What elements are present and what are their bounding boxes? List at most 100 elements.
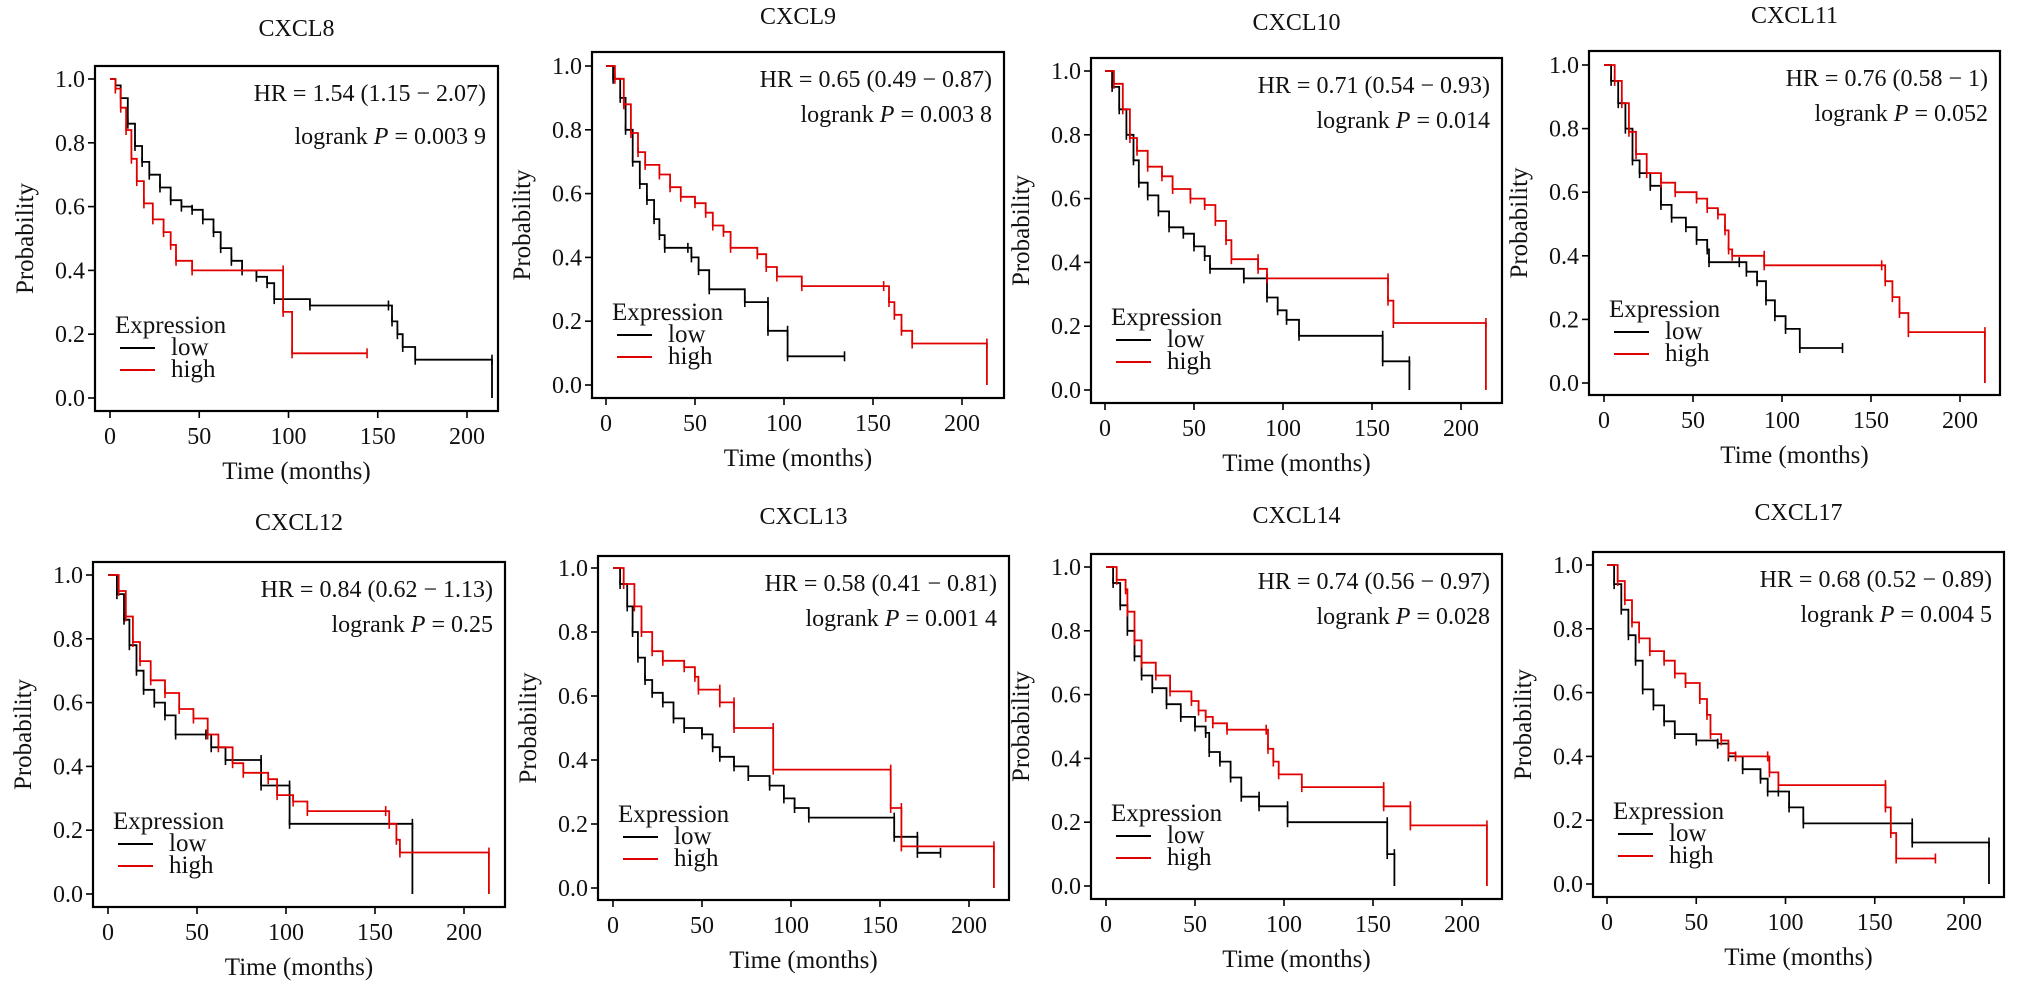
y-tick-label: 0.4 <box>1553 744 1583 770</box>
x-axis-label: Time (months) <box>1222 946 1370 973</box>
legend-label-low: low <box>1669 820 1707 847</box>
panel-title: CXCL12 <box>255 510 343 536</box>
km-panel-cxcl10: CXCL10 0.0 0.2 0.4 0.6 0.8 1.0 0 50 100 150 200 Time… <box>1008 10 1504 477</box>
y-tick-label: 0.2 <box>1553 808 1583 834</box>
plot-frame <box>91 560 507 909</box>
x-tick-label: 150 <box>1857 910 1893 936</box>
y-axis-label: Probability <box>10 678 37 790</box>
km-curve-high <box>110 78 367 355</box>
x-tick-label: 50 <box>185 920 209 946</box>
panel-title: CXCL14 <box>1252 503 1340 529</box>
y-tick-label: 0.2 <box>55 322 85 348</box>
y-tick-label: 0.6 <box>1051 187 1081 213</box>
y-tick-label: 0.2 <box>53 818 83 844</box>
y-axis-label: Probability <box>515 672 542 784</box>
plot-frame <box>1089 56 1504 405</box>
plot-frame <box>1591 550 2006 899</box>
y-tick-label: 0.4 <box>558 748 588 774</box>
y-tick-label: 1.0 <box>1549 53 1579 79</box>
x-tick-label: 200 <box>1942 408 1978 434</box>
legend-title: Expression <box>1111 304 1223 331</box>
y-tick-label: 0.6 <box>1051 683 1081 709</box>
y-tick-label: 0.4 <box>552 245 582 271</box>
x-axis-label: Time (months) <box>1720 442 1868 469</box>
km-curve-high <box>606 65 988 385</box>
logrank-p-text: logrank P = 0.014 <box>1316 108 1490 134</box>
logrank-p-text: logrank P = 0.003 8 <box>800 102 992 128</box>
y-tick-label: 0.6 <box>1553 681 1583 707</box>
y-tick-label: 0.8 <box>1051 619 1081 645</box>
panel-title: CXCL11 <box>1751 3 1838 29</box>
legend-label-low: low <box>171 334 209 361</box>
legend-label-low: low <box>1167 326 1205 353</box>
x-tick-label: 100 <box>271 424 307 450</box>
hazard-ratio-text: HR = 0.84 (0.62 − 1.13) <box>261 577 493 603</box>
x-tick-label: 150 <box>855 411 891 437</box>
x-tick-label: 150 <box>1355 912 1391 938</box>
logrank-p-text: logrank P = 0.028 <box>1316 604 1490 630</box>
x-tick-label: 200 <box>944 411 980 437</box>
y-tick-label: 1.0 <box>552 54 582 80</box>
x-tick-label: 100 <box>1266 912 1302 938</box>
y-axis-label: Probability <box>1008 174 1035 286</box>
panel-title: CXCL10 <box>1252 10 1340 36</box>
y-tick-label: 1.0 <box>1051 555 1081 581</box>
x-tick-label: 0 <box>1598 408 1610 434</box>
legend-title: Expression <box>1609 296 1721 323</box>
legend-label-high: high <box>171 356 216 383</box>
y-tick-label: 0.8 <box>1553 617 1583 643</box>
y-tick-label: 0.0 <box>552 373 582 399</box>
x-tick-label: 100 <box>1768 910 1804 936</box>
x-tick-label: 50 <box>187 424 211 450</box>
legend-label-high: high <box>169 852 214 879</box>
hazard-ratio-text: HR = 0.58 (0.41 − 0.81) <box>765 571 997 597</box>
x-tick-label: 150 <box>357 920 393 946</box>
y-tick-label: 1.0 <box>558 556 588 582</box>
legend-label-high: high <box>1665 340 1710 367</box>
y-tick-label: 0.4 <box>55 258 85 284</box>
y-tick-label: 0.4 <box>1549 244 1579 270</box>
x-tick-label: 100 <box>1764 408 1800 434</box>
logrank-p-text: logrank P = 0.004 5 <box>1800 602 1992 628</box>
y-tick-label: 0.6 <box>558 684 588 710</box>
x-axis-label: Time (months) <box>1724 944 1872 971</box>
logrank-p-text: logrank P = 0.25 <box>331 612 493 638</box>
plot-frame <box>1587 49 2002 397</box>
y-tick-label: 0.4 <box>1051 746 1081 772</box>
y-axis-label: Probability <box>1008 670 1035 782</box>
y-tick-label: 0.4 <box>53 754 83 780</box>
legend-label-low: low <box>674 823 712 850</box>
km-curve-high <box>1105 70 1487 390</box>
y-tick-label: 0.6 <box>55 195 85 221</box>
y-tick-label: 0.2 <box>552 309 582 335</box>
x-tick-label: 0 <box>600 411 612 437</box>
legend-title: Expression <box>113 808 225 835</box>
hazard-ratio-text: HR = 0.76 (0.58 − 1) <box>1786 66 1988 92</box>
x-tick-label: 150 <box>862 913 898 939</box>
logrank-p-text: logrank P = 0.052 <box>1814 101 1988 127</box>
y-tick-label: 0.2 <box>558 812 588 838</box>
y-tick-label: 0.8 <box>1549 117 1579 143</box>
km-curve-high <box>108 574 490 894</box>
legend-title: Expression <box>1613 798 1725 825</box>
x-tick-label: 50 <box>1183 912 1207 938</box>
x-axis-label: Time (months) <box>724 445 872 472</box>
legend-label-high: high <box>1167 844 1212 871</box>
x-tick-label: 50 <box>690 913 714 939</box>
x-tick-label: 150 <box>1853 408 1889 434</box>
y-tick-label: 1.0 <box>1553 553 1583 579</box>
x-tick-label: 100 <box>766 411 802 437</box>
y-axis-label: Probability <box>12 182 39 294</box>
x-tick-label: 0 <box>104 424 116 450</box>
x-tick-label: 200 <box>1444 912 1480 938</box>
panel-title: CXCL9 <box>760 4 836 30</box>
km-panel-cxcl9: CXCL9 0.0 0.2 0.4 0.6 0.8 1.0 0 50 100 150 200 Time … <box>509 4 1006 472</box>
legend-title: Expression <box>618 801 730 828</box>
km-panel-cxcl13: CXCL13 0.0 0.2 0.4 0.6 0.8 1.0 0 50 100 150 200 Time… <box>515 504 1011 974</box>
y-tick-label: 0.0 <box>1553 872 1583 898</box>
y-axis-label: Probability <box>1506 167 1533 279</box>
km-panel-cxcl14: CXCL14 0.0 0.2 0.4 0.6 0.8 1.0 0 50 100 150 200 Time… <box>1008 503 1504 973</box>
y-tick-label: 0.6 <box>53 691 83 717</box>
logrank-p-text: logrank P = 0.003 9 <box>294 124 486 150</box>
y-tick-label: 0.8 <box>552 118 582 144</box>
